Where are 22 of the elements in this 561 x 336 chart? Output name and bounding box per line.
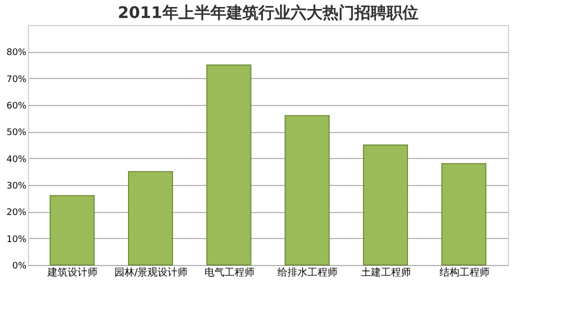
- y-tick-label: 30%: [6, 182, 27, 192]
- y-tick-label: 70%: [6, 74, 27, 85]
- x-tick-label: 建筑设计师: [46, 266, 98, 278]
- x-tick-label: 给排水工程师: [278, 266, 338, 278]
- bar: [206, 64, 252, 266]
- bar: [284, 115, 330, 266]
- y-tick-label: 60%: [6, 102, 27, 112]
- bar: [441, 163, 486, 266]
- x-tick-label: 土建工程师: [361, 266, 411, 278]
- x-tick-label: 结构工程师: [439, 266, 490, 278]
- x-tick-label: 电气工程师: [204, 266, 254, 278]
- y-tick-label: 80%: [6, 48, 27, 58]
- y-tick-label: 0%: [12, 262, 27, 272]
- bar: [128, 171, 173, 266]
- bar: [50, 195, 95, 266]
- y-tick-label: 10%: [6, 234, 27, 245]
- bar: [363, 144, 408, 266]
- y-tick-label: 20%: [6, 208, 27, 218]
- chart-title: 2011年上半年建筑行业六大热门招聘职位: [118, 3, 418, 22]
- x-tick-label: 园林/景观设计师: [114, 266, 188, 278]
- y-tick-label: 50%: [6, 128, 27, 138]
- y-tick-label: 40%: [6, 154, 27, 165]
